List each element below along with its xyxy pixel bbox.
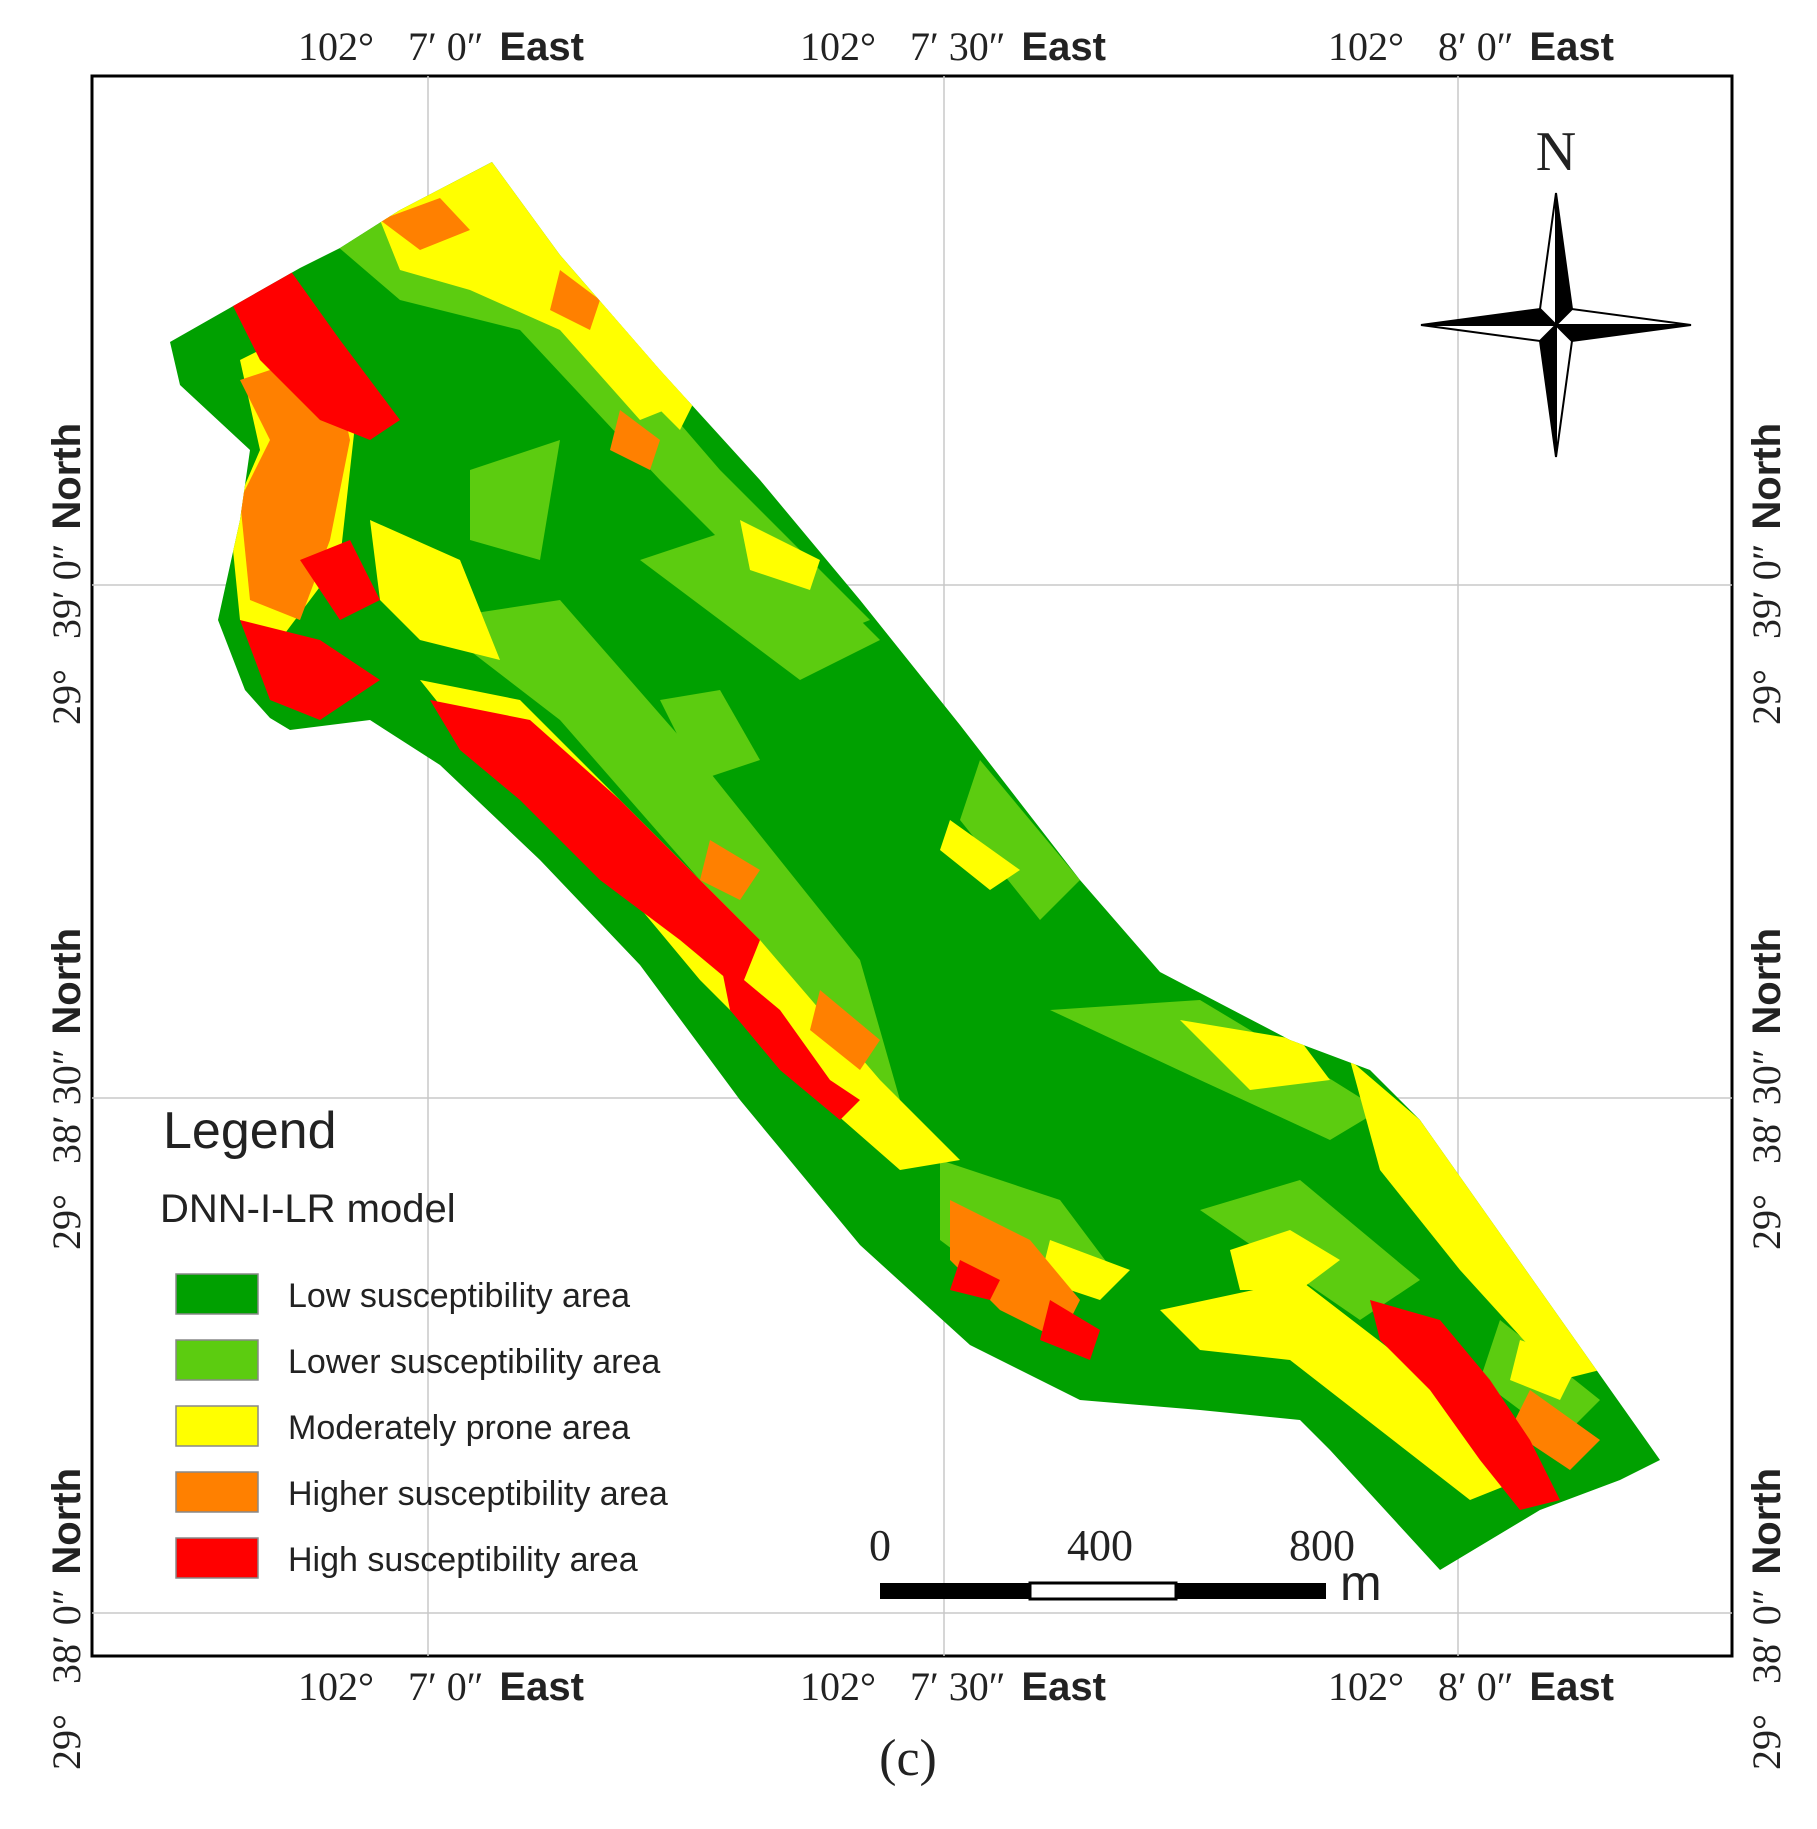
top-longitude-labels: 102° 7′ 0″ East 102° 7′ 30″ East 102° 8′… [298, 24, 1614, 69]
latitude-label: 29° 38′ 30″ North [44, 928, 89, 1250]
longitude-label: 102° 8′ 0″ East [1328, 1664, 1614, 1709]
longitude-label: 102° 7′ 0″ East [298, 1664, 584, 1709]
scale-segment [1028, 1581, 1178, 1601]
north-arrow: N [1420, 121, 1692, 458]
legend-subtitle: DNN-I-LR model [160, 1187, 456, 1231]
longitude-label: 102° 7′ 0″ East [298, 24, 584, 69]
scale-segment [1176, 1583, 1326, 1599]
scale-bar: 0 400 800 m [869, 1521, 1382, 1611]
legend-swatch [175, 1471, 259, 1513]
longitude-label: 102° 8′ 0″ East [1328, 24, 1614, 69]
scale-tick-label: 400 [1067, 1521, 1133, 1570]
legend-swatch [175, 1339, 259, 1381]
legend-items: Low susceptibility area Lower susceptibil… [175, 1273, 668, 1579]
longitude-label: 102° 7′ 30″ East [800, 24, 1106, 69]
latitude-label: 29° 38′ 0″ North [1744, 1468, 1789, 1770]
legend: Legend DNN-I-LR model Low susceptibility… [160, 1102, 668, 1579]
latitude-label: 29° 39′ 0″ North [1744, 423, 1789, 725]
legend-item-label: Moderately prone area [288, 1409, 630, 1447]
scale-tick-label: 0 [869, 1521, 891, 1570]
north-label: N [1536, 121, 1576, 183]
panel-label: (c) [879, 1730, 937, 1787]
legend-swatch [175, 1273, 259, 1315]
scale-tick-label: 800 [1289, 1521, 1355, 1570]
legend-item-label: Lower susceptibility area [288, 1343, 660, 1381]
latitude-label: 29° 38′ 30″ North [1744, 928, 1789, 1250]
compass-rose-icon [1420, 192, 1692, 458]
latitude-label: 29° 38′ 0″ North [44, 1468, 89, 1770]
legend-item-label: Low susceptibility area [288, 1277, 630, 1315]
legend-item-label: High susceptibility area [288, 1541, 638, 1579]
legend-title: Legend [163, 1102, 337, 1160]
longitude-label: 102° 7′ 30″ East [800, 1664, 1106, 1709]
right-latitude-labels: 29° 39′ 0″ North 29° 38′ 30″ North 29° 3… [1744, 423, 1789, 1770]
bottom-longitude-labels: 102° 7′ 0″ East 102° 7′ 30″ East 102° 8′… [298, 1664, 1614, 1709]
legend-swatch [175, 1537, 259, 1579]
legend-item-label: Higher susceptibility area [288, 1475, 668, 1513]
legend-swatch [175, 1405, 259, 1447]
latitude-label: 29° 39′ 0″ North [44, 423, 89, 725]
scale-unit: m [1340, 1555, 1382, 1611]
scale-segment [880, 1583, 1030, 1599]
left-latitude-labels: 29° 39′ 0″ North 29° 38′ 30″ North 29° 3… [44, 423, 89, 1770]
